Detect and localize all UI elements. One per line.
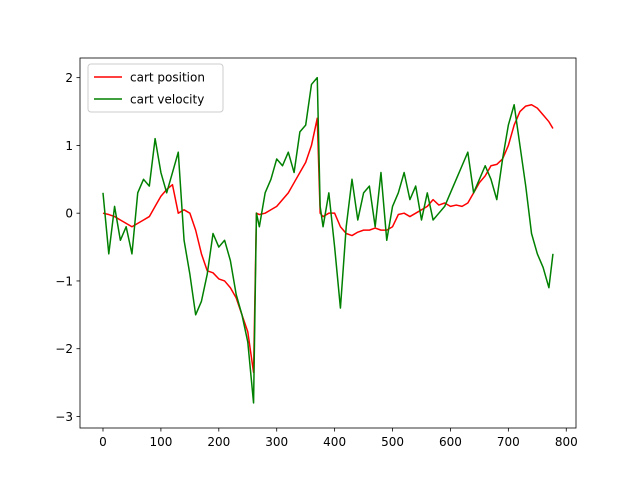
x-tick-label: 100 (149, 435, 172, 449)
y-tick-label: 0 (65, 207, 73, 221)
x-tick-label: 0 (99, 435, 107, 449)
axes-frame (79, 57, 577, 429)
legend-label: cart position (130, 71, 205, 85)
x-tick-label: 700 (497, 435, 520, 449)
y-tick-label: 1 (65, 139, 73, 153)
x-tick-label: 500 (381, 435, 404, 449)
y-tick-label: −1 (55, 274, 73, 288)
x-tick-label: 400 (323, 435, 346, 449)
x-tick-label: 600 (439, 435, 462, 449)
x-tick-label: 800 (555, 435, 578, 449)
legend-label: cart velocity (130, 93, 204, 107)
data-line (102, 104, 554, 374)
x-tick-label: 300 (265, 435, 288, 449)
legend-box (87, 63, 224, 113)
y-tick-label: −2 (55, 342, 73, 356)
y-tick-label: −3 (55, 410, 73, 424)
y-tick-label: 2 (65, 71, 73, 85)
data-line (102, 76, 554, 404)
legend: cart position cart velocity (87, 63, 224, 113)
x-tick-label: 200 (207, 435, 230, 449)
